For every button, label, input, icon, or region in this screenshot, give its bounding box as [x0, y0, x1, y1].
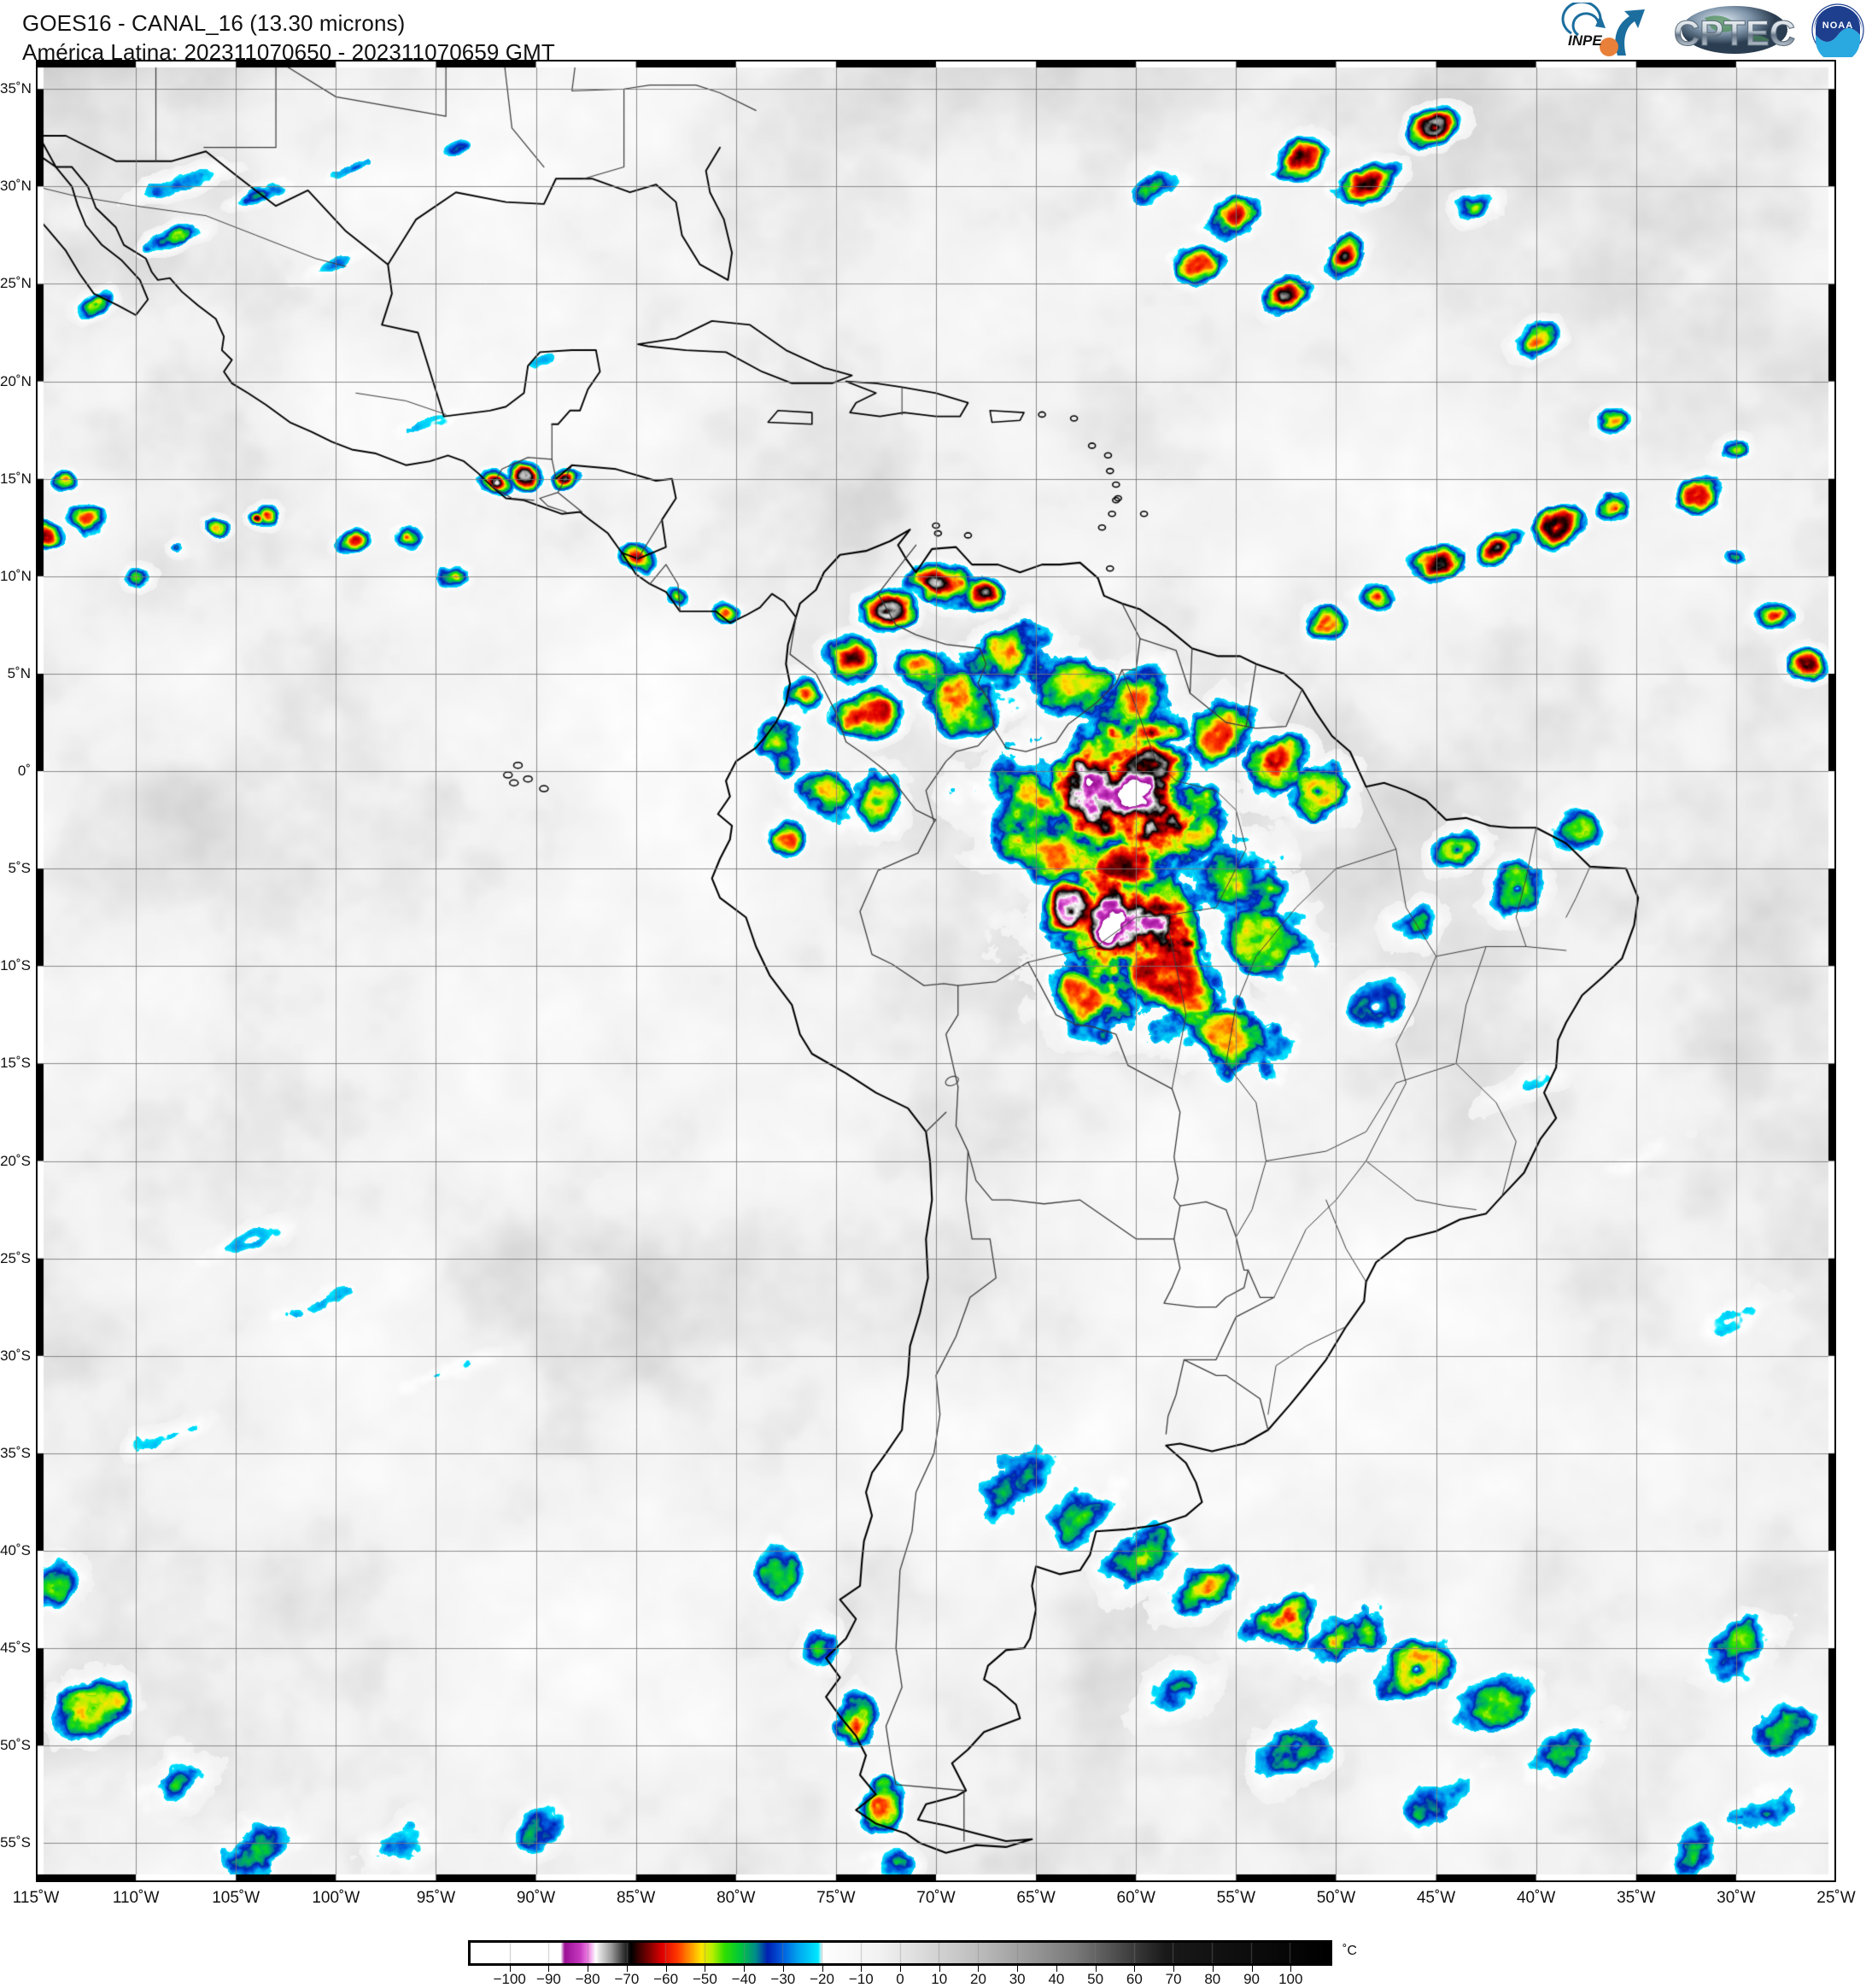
title-block: GOES16 - CANAL_16 (13.30 microns) Améric… [22, 9, 555, 67]
colorbar-tick-label-10: 0 [896, 1971, 904, 1987]
colorbar-tick-12 [978, 1966, 980, 1972]
lon-label-2: 105˚W [212, 1889, 260, 1907]
colorbar-tick-label-17: 70 [1165, 1971, 1182, 1987]
cptec-logo-text: CPTEC [1674, 13, 1795, 53]
colorbar-tick-label-2: −80 [575, 1971, 600, 1987]
colorbar-tick-label-20: 100 [1278, 1971, 1303, 1987]
colorbar-units-label: ˚C [1343, 1944, 1357, 1958]
colorbar-tick-label-14: 40 [1048, 1971, 1065, 1987]
lon-label-17: 30˚W [1717, 1889, 1756, 1907]
colorbar-tick-label-4: −60 [653, 1971, 679, 1987]
colorbar-tick-18 [1212, 1966, 1214, 1972]
lat-label-18: 55˚S [0, 1834, 31, 1851]
colorbar-tick-14 [1056, 1966, 1057, 1972]
colorbar-tick-17 [1173, 1966, 1175, 1972]
lat-label-16: 45˚S [0, 1640, 31, 1657]
colorbar-tick-label-19: 90 [1243, 1971, 1260, 1987]
lon-label-7: 80˚W [717, 1889, 756, 1907]
colorbar-tick-20 [1290, 1966, 1292, 1972]
lat-label-0: 35˚N [0, 80, 32, 97]
lon-label-13: 50˚W [1316, 1889, 1356, 1907]
colorbar-tick-9 [861, 1966, 863, 1972]
lat-label-12: 25˚S [0, 1249, 31, 1266]
noaa-logo: NOAA [1811, 3, 1864, 57]
lon-label-14: 45˚W [1416, 1889, 1456, 1907]
colorbar-tick-6 [744, 1966, 746, 1972]
lon-label-12: 55˚W [1216, 1889, 1256, 1907]
lon-label-16: 35˚W [1617, 1889, 1656, 1907]
colorbar-tick-8 [822, 1966, 823, 1972]
lon-label-6: 85˚W [616, 1889, 656, 1907]
lat-label-10: 15˚S [0, 1055, 31, 1072]
header-bar: GOES16 - CANAL_16 (13.30 microns) Améric… [0, 0, 1872, 65]
lat-label-7: 0˚ [17, 763, 31, 780]
colorbar-tick-label-8: −20 [810, 1971, 834, 1987]
colorbar-frame [468, 1940, 1332, 1966]
colorbar-tick-4 [665, 1966, 667, 1972]
satellite-map[interactable] [36, 60, 1836, 1882]
colorbar-tick-label-16: 60 [1126, 1971, 1143, 1987]
lon-label-1: 110˚W [112, 1889, 160, 1907]
colorbar-tick-3 [626, 1966, 628, 1972]
lat-label-3: 20˚N [0, 372, 32, 389]
lat-label-14: 35˚S [0, 1444, 31, 1461]
colorbar-tick-15 [1095, 1966, 1097, 1972]
colorbar-gradient [471, 1943, 1330, 1963]
colorbar-tick-19 [1251, 1966, 1253, 1972]
lat-label-9: 10˚S [0, 957, 31, 974]
colorbar-tick-11 [939, 1966, 940, 1972]
title-line-product: GOES16 - CANAL_16 (13.30 microns) [22, 10, 406, 36]
lon-label-5: 90˚W [516, 1889, 556, 1907]
lon-label-10: 65˚W [1016, 1889, 1056, 1907]
colorbar-tick-label-5: −50 [692, 1971, 717, 1987]
lat-label-5: 10˚N [0, 567, 32, 584]
colorbar-tick-10 [900, 1966, 901, 1972]
cptec-logo: CPTEC [1673, 6, 1796, 54]
lat-label-1: 30˚N [0, 178, 32, 195]
lon-label-11: 60˚W [1116, 1889, 1155, 1907]
colorbar-tick-label-0: −100 [493, 1971, 526, 1987]
lat-label-4: 15˚N [0, 470, 32, 487]
colorbar-tick-label-13: 30 [1009, 1971, 1026, 1987]
colorbar-tick-0 [509, 1966, 511, 1972]
colorbar-tick-label-18: 80 [1204, 1971, 1221, 1987]
colorbar [468, 1940, 1332, 1966]
lat-label-6: 5˚N [7, 664, 31, 681]
colorbar-tick-7 [782, 1966, 784, 1972]
lon-label-8: 75˚W [816, 1889, 856, 1907]
lon-label-15: 40˚W [1516, 1889, 1556, 1907]
colorbar-tick-label-15: 50 [1087, 1971, 1104, 1987]
colorbar-tick-1 [548, 1966, 550, 1972]
lon-label-0: 115˚W [12, 1889, 60, 1907]
lon-label-3: 100˚W [312, 1889, 360, 1907]
lon-label-18: 25˚W [1816, 1889, 1856, 1907]
lat-label-15: 40˚S [0, 1542, 31, 1558]
inpe-logo: INPE [1561, 3, 1645, 56]
lon-label-9: 70˚W [916, 1889, 956, 1907]
inpe-logo-text: INPE [1568, 32, 1602, 49]
colorbar-tick-label-11: 10 [931, 1971, 948, 1987]
colorbar-tick-16 [1134, 1966, 1136, 1972]
lat-label-2: 25˚N [0, 275, 32, 292]
colorbar-tick-label-3: −70 [614, 1971, 640, 1987]
colorbar-tick-label-7: −30 [770, 1971, 796, 1987]
colorbar-tick-label-9: −10 [848, 1971, 874, 1987]
lon-label-4: 95˚W [416, 1889, 456, 1907]
lat-label-17: 50˚S [0, 1737, 31, 1754]
colorbar-tick-label-12: 20 [969, 1971, 986, 1987]
colorbar-tick-13 [1017, 1966, 1019, 1972]
colorbar-tick-label-1: −90 [536, 1971, 561, 1987]
lat-label-11: 20˚S [0, 1152, 31, 1169]
colorbar-tick-label-6: −40 [731, 1971, 757, 1987]
lat-label-13: 30˚S [0, 1347, 31, 1364]
satellite-image-canvas[interactable] [36, 60, 1836, 1882]
noaa-logo-text: NOAA [1822, 20, 1853, 31]
lat-label-8: 5˚S [8, 860, 31, 877]
logo-strip: INPE CPTEC [1556, 2, 1865, 58]
